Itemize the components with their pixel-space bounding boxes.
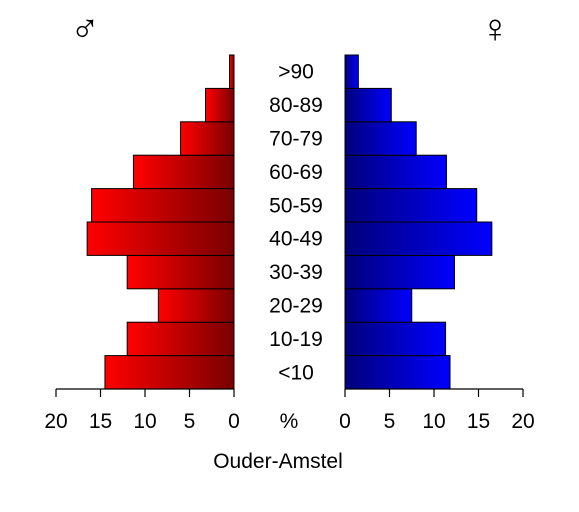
female-x-axis: 0 5 10 15 20 (339, 388, 535, 433)
female-bar-9 (344, 54, 359, 89)
age-group-labels: <10 10-19 20-29 30-39 40-49 50-59 60-69 70-79 80… (269, 61, 323, 385)
male-bar-0 (104, 355, 235, 390)
male-bar-1 (126, 321, 235, 357)
male-tick-label-1: 15 (89, 410, 112, 433)
male-symbol: ♂ (70, 7, 100, 51)
male-bars (86, 54, 235, 390)
female-tick-label-3: 15 (467, 410, 490, 433)
age-label-9: >90 (278, 61, 314, 84)
female-tick-label-1: 5 (384, 410, 396, 433)
male-tick-label-0: 20 (44, 410, 67, 433)
female-bar-1 (344, 321, 447, 357)
male-x-axis: 20 15 10 5 0 (44, 388, 240, 433)
male-bar-9 (229, 54, 235, 89)
male-bar-8 (205, 87, 235, 123)
female-bar-2 (344, 288, 413, 323)
male-bar-4 (86, 221, 235, 256)
age-label-6: 60-69 (269, 161, 323, 184)
age-label-2: 20-29 (269, 295, 323, 318)
female-bar-3 (344, 254, 455, 290)
age-label-4: 40-49 (269, 228, 323, 251)
age-label-8: 80-89 (269, 94, 323, 117)
female-bar-8 (344, 87, 392, 123)
female-bar-4 (344, 221, 493, 256)
female-tick-label-4: 20 (511, 410, 534, 433)
female-bar-5 (344, 188, 478, 223)
female-tick-label-2: 10 (422, 410, 445, 433)
unit-label: % (280, 410, 299, 433)
female-bar-6 (344, 154, 447, 190)
male-bar-2 (157, 288, 235, 323)
female-tick-label-0: 0 (339, 410, 351, 433)
age-label-3: 30-39 (269, 261, 323, 284)
female-symbol: ♀ (480, 7, 510, 51)
chart-caption: Ouder-Amstel (213, 450, 343, 473)
male-bar-7 (180, 121, 235, 156)
age-label-5: 50-59 (269, 194, 323, 217)
male-tick-label-4: 0 (228, 410, 240, 433)
age-label-0: <10 (278, 361, 314, 384)
age-label-1: 10-19 (269, 328, 323, 351)
male-bar-6 (132, 154, 235, 190)
female-bars (344, 54, 493, 390)
male-tick-label-2: 10 (133, 410, 156, 433)
age-label-7: 70-79 (269, 128, 323, 151)
female-bar-0 (344, 355, 451, 390)
male-bar-3 (126, 254, 235, 290)
male-bar-5 (91, 188, 235, 223)
male-tick-label-3: 5 (184, 410, 196, 433)
female-bar-7 (344, 121, 417, 156)
